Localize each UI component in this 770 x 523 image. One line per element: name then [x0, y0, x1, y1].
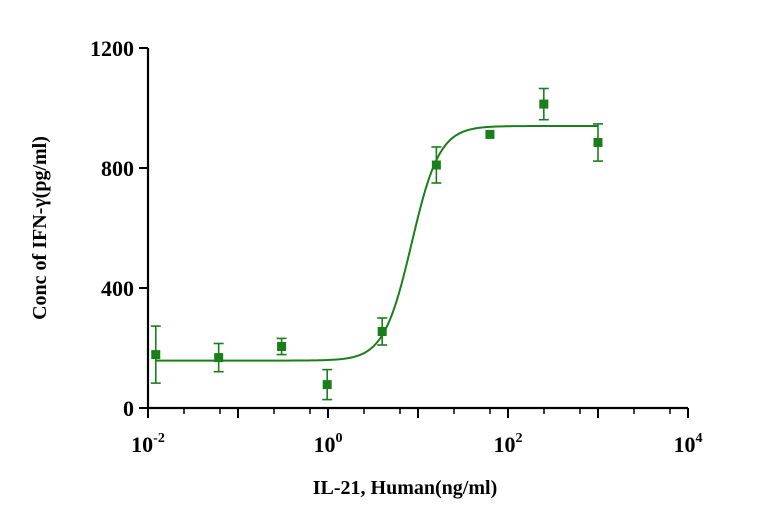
data-point [539, 99, 549, 109]
x-tick-base: 10 [131, 432, 153, 457]
x-tick-base: 10 [674, 432, 696, 457]
x-tick-label: 102 [494, 431, 523, 457]
data-point [277, 342, 287, 351]
x-tick-base: 10 [314, 432, 336, 457]
x-axis-title: IL-21, Human(ng/ml) [313, 477, 497, 499]
y-ticks: 0 400 800 1200 [90, 36, 148, 421]
x-tick-exponent: -2 [153, 431, 165, 446]
data-point [593, 138, 603, 147]
x-tick-exponent: 0 [336, 431, 343, 446]
data-point [377, 327, 387, 336]
fit-curve-layer [155, 125, 598, 362]
x-tick-label: 10-2 [131, 431, 165, 457]
x-tick-exponent: 2 [516, 431, 523, 446]
data-point [485, 129, 495, 139]
y-axis-title: Conc of IFN-γ(pg/ml) [29, 136, 51, 320]
data-points-layer [150, 87, 603, 401]
x-tick-exponent: 4 [696, 431, 703, 446]
y-tick-label: 400 [101, 276, 134, 301]
data-point [322, 380, 332, 390]
data-point [431, 160, 441, 170]
data-point [214, 353, 224, 363]
y-tick-label: 0 [123, 396, 134, 421]
y-tick-label: 800 [101, 156, 134, 181]
x-ticks: 10-2 100 102 104 [131, 408, 703, 457]
x-tick-label: 100 [314, 431, 343, 457]
x-tick-base: 10 [494, 432, 516, 457]
data-point [151, 350, 161, 360]
y-tick-label: 1200 [90, 36, 134, 61]
x-tick-label: 104 [674, 431, 703, 457]
fit-curve [155, 125, 598, 362]
